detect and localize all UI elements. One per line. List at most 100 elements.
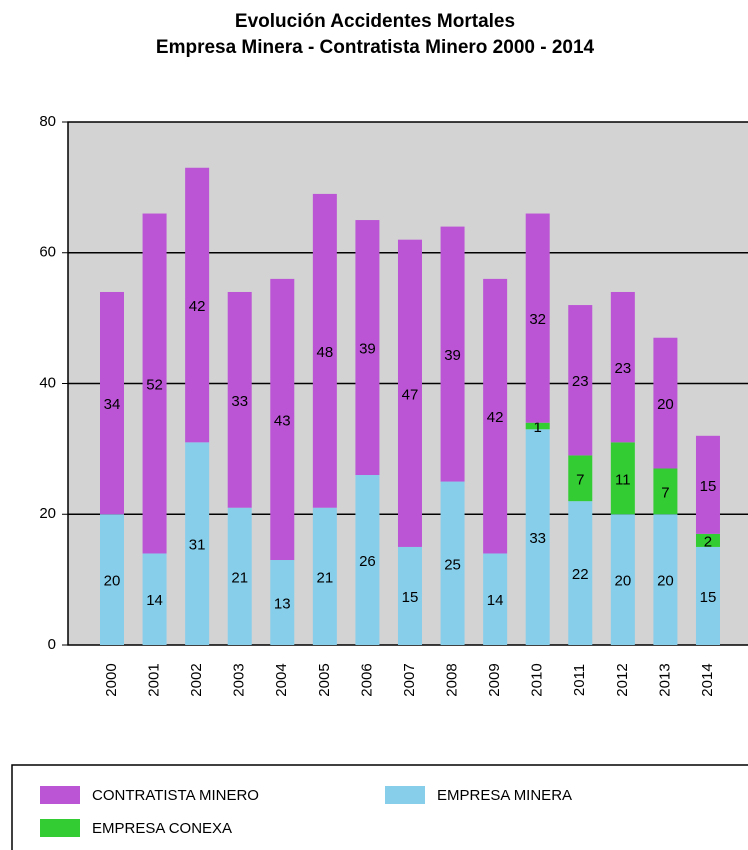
value-label: 32 [529, 311, 546, 328]
legend-swatch [385, 786, 425, 804]
bar-segment [525, 429, 550, 645]
value-label: 14 [487, 592, 504, 609]
value-label: 2 [704, 533, 712, 550]
y-tick-label: 40 [39, 374, 56, 391]
bar-segment [270, 560, 295, 645]
value-label: 1 [534, 419, 542, 436]
x-tick-label: 2011 [571, 664, 588, 696]
value-label: 14 [146, 592, 163, 609]
chart-subtitle: Empresa Minera - Contratista Minero 2000… [156, 37, 595, 58]
value-label: 11 [615, 471, 631, 488]
bar-segment [483, 278, 508, 554]
value-label: 25 [444, 556, 461, 573]
bar-segment [568, 305, 593, 456]
bar-segment [695, 435, 720, 534]
bar-segment [397, 239, 422, 547]
bar-segment [185, 442, 210, 645]
value-label: 20 [657, 573, 674, 590]
bar-segment [653, 468, 678, 515]
x-tick-label: 2004 [273, 663, 290, 696]
value-label: 34 [104, 396, 121, 413]
x-tick-label: 2006 [358, 663, 375, 696]
x-tick-label: 2003 [231, 663, 248, 696]
value-label: 23 [572, 373, 589, 390]
value-label: 43 [274, 412, 291, 429]
x-tick-label: 2007 [401, 663, 418, 696]
bar-segment [100, 514, 124, 645]
value-label: 20 [614, 573, 631, 590]
x-tick-label: 2010 [529, 663, 546, 696]
value-label: 13 [274, 595, 291, 612]
bar-segment [355, 475, 380, 645]
legend-box [11, 764, 748, 850]
value-label: 26 [359, 553, 376, 570]
value-label: 52 [146, 376, 163, 393]
x-tick-label: 2000 [103, 663, 120, 696]
value-label: 31 [189, 537, 206, 554]
x-tick-label: 2008 [444, 663, 461, 696]
bar-segment [653, 514, 678, 645]
legend-label: EMPRESA CONEXA [92, 820, 232, 837]
x-tick-label: 2009 [486, 663, 503, 696]
bar-segment [227, 291, 252, 508]
value-label: 21 [317, 569, 334, 586]
bar-segment [610, 291, 635, 443]
value-label: 22 [572, 566, 589, 583]
value-label: 42 [487, 409, 504, 426]
bar-segment [100, 291, 124, 515]
value-label: 47 [402, 386, 419, 403]
y-tick-label: 20 [39, 505, 56, 522]
bar-segment [610, 514, 635, 645]
value-label: 33 [529, 530, 546, 547]
value-label: 39 [359, 341, 376, 358]
bar-segment [355, 220, 380, 476]
bar-segment [185, 167, 210, 443]
bar-segment [397, 546, 422, 645]
x-tick-label: 2013 [656, 663, 673, 696]
x-tick-label: 2002 [188, 663, 205, 696]
bar-segment [525, 422, 550, 430]
value-label: 48 [317, 344, 334, 361]
x-tick-label: 2005 [316, 663, 333, 696]
value-label: 15 [700, 478, 717, 495]
bar-segment [312, 193, 337, 508]
value-label: 23 [614, 360, 631, 377]
x-tick-label: 2012 [614, 663, 631, 696]
bar-segment [695, 546, 720, 645]
y-tick-label: 60 [39, 244, 56, 261]
bar-segment [610, 442, 635, 515]
value-label: 33 [231, 393, 248, 410]
x-tick-label: 2014 [699, 663, 716, 696]
value-label: 15 [402, 589, 419, 606]
value-label: 42 [189, 298, 206, 315]
bar-segment [227, 507, 252, 645]
bar-segment [525, 213, 550, 423]
bar-segment [312, 507, 337, 645]
legend-label: EMPRESA MINERA [437, 787, 572, 804]
value-label: 39 [444, 347, 461, 364]
value-label: 20 [104, 573, 121, 590]
legend-label: CONTRATISTA MINERO [92, 787, 259, 804]
bar-segment [695, 533, 720, 547]
value-label: 20 [657, 396, 674, 413]
bar-segment [270, 278, 295, 561]
bar-segment [568, 501, 593, 645]
bar-segment [142, 213, 167, 554]
value-label: 15 [700, 589, 717, 606]
value-label: 21 [231, 569, 248, 586]
y-tick-label: 0 [48, 636, 56, 653]
bar-segment [653, 337, 678, 469]
value-label: 7 [661, 484, 669, 501]
bar-segment [142, 553, 167, 645]
legend-swatch [40, 819, 80, 837]
x-tick-label: 2001 [146, 663, 163, 696]
bar-segment [483, 553, 508, 645]
chart-title: Evolución Accidentes Mortales [235, 11, 515, 32]
bar-segment [568, 455, 593, 502]
bar-segment [440, 226, 465, 482]
legend-swatch [40, 786, 80, 804]
value-label: 7 [576, 471, 584, 488]
bar-segment [440, 481, 465, 645]
y-tick-label: 80 [39, 113, 56, 130]
